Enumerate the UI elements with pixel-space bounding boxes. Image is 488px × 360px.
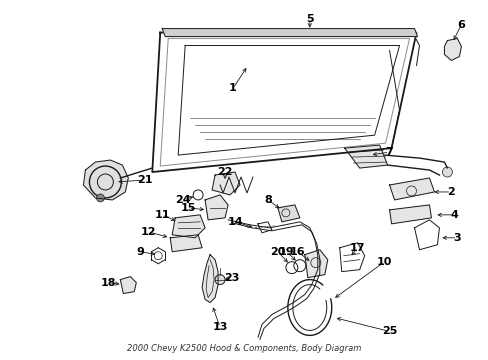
- Polygon shape: [389, 178, 433, 200]
- Text: 10: 10: [376, 257, 391, 267]
- Text: 9: 9: [136, 247, 144, 257]
- Polygon shape: [162, 28, 417, 37]
- Text: 16: 16: [289, 247, 305, 257]
- Polygon shape: [277, 205, 299, 222]
- Text: 5: 5: [305, 14, 313, 24]
- Polygon shape: [172, 215, 204, 238]
- Polygon shape: [389, 205, 430, 224]
- Polygon shape: [120, 276, 136, 293]
- Text: 1: 1: [229, 84, 236, 93]
- Text: 6: 6: [456, 19, 465, 30]
- Text: 25: 25: [381, 327, 396, 336]
- Text: 21: 21: [137, 175, 153, 185]
- Text: 18: 18: [101, 278, 116, 288]
- Text: 8: 8: [264, 195, 271, 205]
- Text: 14: 14: [227, 217, 243, 227]
- Text: 12: 12: [140, 227, 156, 237]
- Text: 4: 4: [449, 210, 457, 220]
- Polygon shape: [204, 195, 227, 220]
- Polygon shape: [170, 235, 202, 252]
- Text: 2000 Chevy K2500 Hood & Components, Body Diagram: 2000 Chevy K2500 Hood & Components, Body…: [126, 344, 361, 353]
- Text: 11: 11: [154, 210, 170, 220]
- Text: 24: 24: [175, 195, 191, 205]
- Circle shape: [442, 167, 451, 177]
- Polygon shape: [344, 145, 387, 168]
- Text: 23: 23: [224, 273, 239, 283]
- Circle shape: [215, 275, 224, 285]
- Text: 2: 2: [447, 187, 454, 197]
- Text: 13: 13: [212, 323, 227, 332]
- Polygon shape: [304, 250, 327, 278]
- Polygon shape: [83, 160, 128, 200]
- Polygon shape: [212, 172, 240, 195]
- Text: 7: 7: [385, 147, 393, 157]
- Text: 3: 3: [453, 233, 460, 243]
- Text: 22: 22: [217, 167, 232, 177]
- Circle shape: [96, 194, 104, 202]
- Text: 20: 20: [270, 247, 285, 257]
- Text: 17: 17: [349, 243, 365, 253]
- Polygon shape: [202, 255, 218, 302]
- Text: 15: 15: [180, 203, 196, 213]
- Text: 19: 19: [279, 247, 294, 257]
- Polygon shape: [444, 39, 461, 60]
